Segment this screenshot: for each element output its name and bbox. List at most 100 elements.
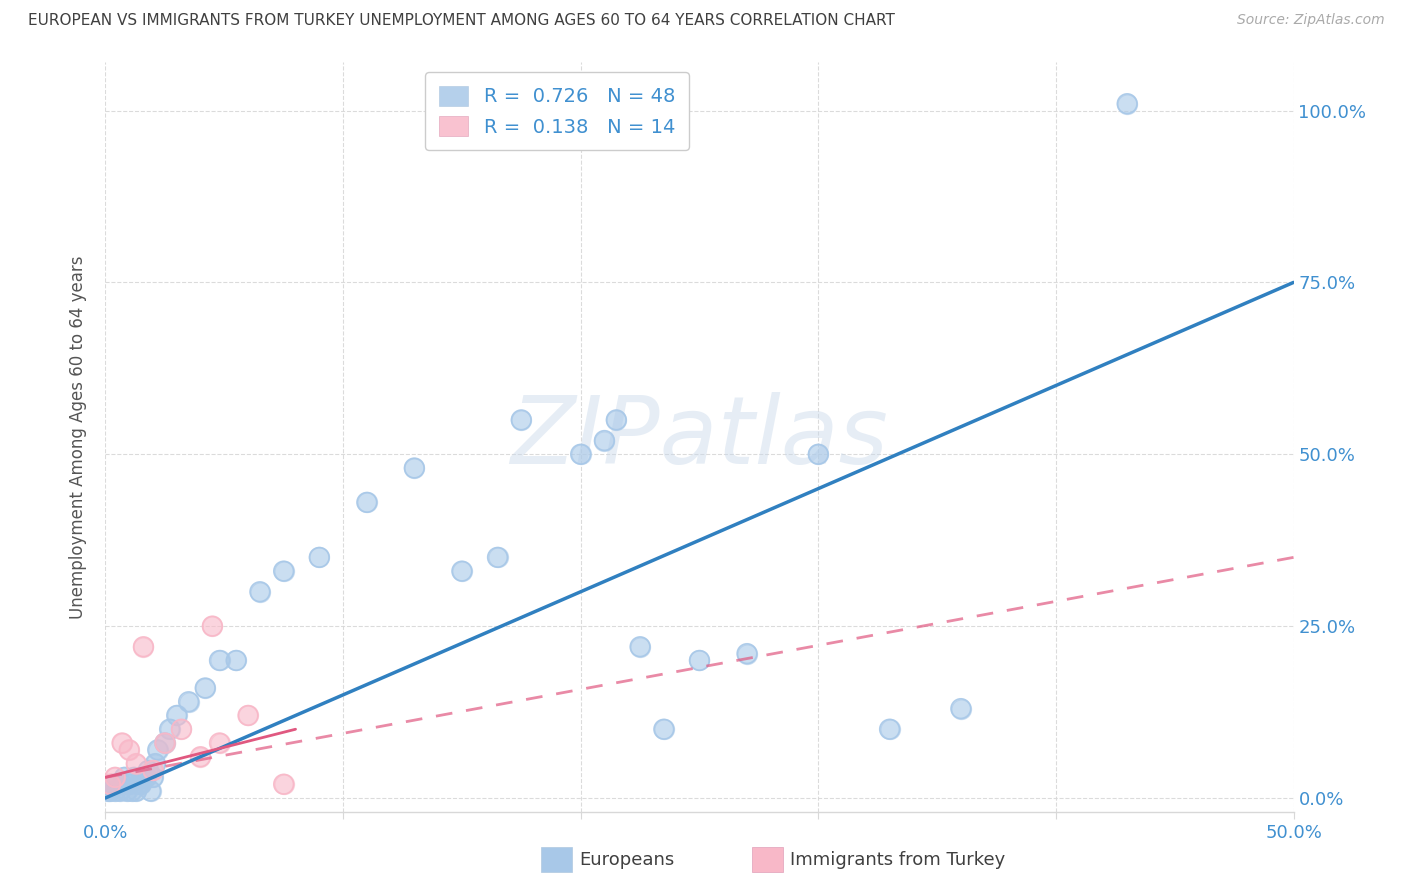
Point <box>114 770 136 784</box>
Point <box>129 777 152 791</box>
Point <box>273 564 295 578</box>
Point <box>132 770 155 784</box>
Point <box>135 770 157 784</box>
Point <box>652 723 675 737</box>
Point <box>135 770 157 784</box>
Point <box>404 461 426 475</box>
Point <box>1116 96 1139 111</box>
Point <box>166 708 188 723</box>
Point <box>236 708 259 723</box>
Point <box>273 777 295 791</box>
Point <box>139 784 162 798</box>
Point <box>153 736 176 750</box>
Point <box>225 653 247 667</box>
Point <box>104 784 127 798</box>
Point <box>153 736 176 750</box>
Point <box>111 777 134 791</box>
Point <box>807 447 830 461</box>
Point <box>128 777 150 791</box>
Point <box>404 461 426 475</box>
Point <box>98 784 121 798</box>
Point <box>111 736 134 750</box>
Point <box>153 736 176 750</box>
Point <box>111 736 134 750</box>
Point <box>510 413 533 427</box>
Point <box>170 723 193 737</box>
Point <box>101 777 124 791</box>
Point <box>121 784 143 798</box>
Point <box>97 784 120 798</box>
Point <box>190 749 212 764</box>
Point <box>104 770 127 784</box>
Point <box>146 743 169 757</box>
Point <box>118 777 141 791</box>
Point <box>114 770 136 784</box>
Point <box>879 723 901 737</box>
Point <box>104 770 127 784</box>
Point <box>143 756 166 771</box>
Point <box>118 777 141 791</box>
Point <box>115 784 138 798</box>
Point <box>225 653 247 667</box>
Point <box>194 681 217 695</box>
Point <box>143 756 166 771</box>
Point <box>98 777 121 791</box>
Y-axis label: Unemployment Among Ages 60 to 64 years: Unemployment Among Ages 60 to 64 years <box>69 255 87 619</box>
Legend: R =  0.726   N = 48, R =  0.138   N = 14: R = 0.726 N = 48, R = 0.138 N = 14 <box>425 72 689 150</box>
Point <box>105 777 128 791</box>
Point <box>249 584 271 599</box>
Point <box>177 695 200 709</box>
Point <box>159 723 181 737</box>
Point <box>689 653 711 667</box>
Point <box>108 784 131 798</box>
Point <box>208 653 231 667</box>
Point <box>139 784 162 798</box>
Point <box>208 653 231 667</box>
Point <box>236 708 259 723</box>
Point <box>689 653 711 667</box>
Point <box>628 640 651 654</box>
Text: Immigrants from Turkey: Immigrants from Turkey <box>790 851 1005 869</box>
Point <box>593 434 616 448</box>
Point <box>194 681 217 695</box>
Point <box>118 743 141 757</box>
Point <box>122 770 145 784</box>
Point <box>142 764 165 778</box>
Point <box>132 640 155 654</box>
Point <box>510 413 533 427</box>
Point <box>121 784 143 798</box>
Point <box>108 784 131 798</box>
Point <box>159 723 181 737</box>
Point <box>118 743 141 757</box>
Point <box>132 640 155 654</box>
Point <box>949 701 972 715</box>
Point <box>97 784 120 798</box>
Text: Source: ZipAtlas.com: Source: ZipAtlas.com <box>1237 13 1385 28</box>
Point <box>486 550 509 565</box>
Point <box>190 749 212 764</box>
Point <box>356 495 378 509</box>
Text: Europeans: Europeans <box>579 851 675 869</box>
Point <box>273 564 295 578</box>
Point <box>605 413 627 427</box>
Point <box>129 777 152 791</box>
Point <box>136 764 159 778</box>
Point <box>104 784 127 798</box>
Point <box>605 413 627 427</box>
Point <box>273 777 295 791</box>
Point <box>450 564 472 578</box>
Point <box>132 770 155 784</box>
Point <box>593 434 616 448</box>
Point <box>569 447 592 461</box>
Point <box>105 777 128 791</box>
Point <box>177 695 200 709</box>
Point <box>308 550 330 565</box>
Point <box>1116 96 1139 111</box>
Point <box>450 564 472 578</box>
Point <box>308 550 330 565</box>
Point <box>142 770 165 784</box>
Point <box>807 447 830 461</box>
Text: ZIPatlas: ZIPatlas <box>510 392 889 483</box>
Point <box>122 770 145 784</box>
Point <box>142 770 165 784</box>
